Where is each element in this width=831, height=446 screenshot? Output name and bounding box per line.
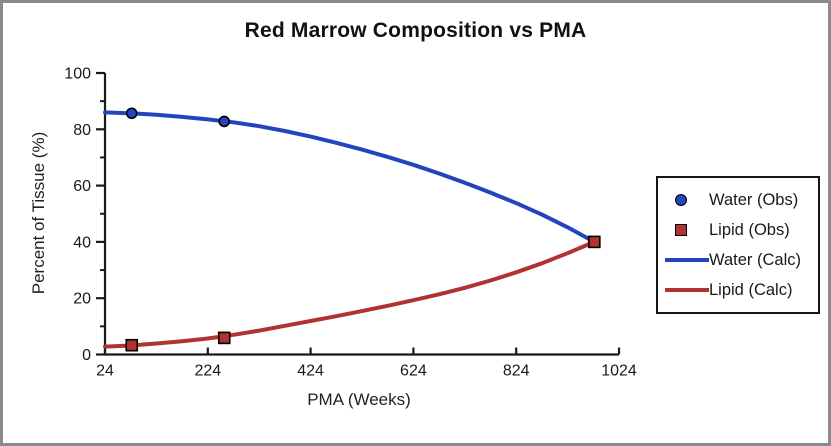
lipid-calc-line <box>103 239 597 349</box>
legend-swatch-zone <box>664 224 709 236</box>
legend-item-lipid-obs: Lipid (Obs) <box>664 215 812 245</box>
water-obs-marker <box>125 107 138 120</box>
legend-label: Water (Calc) <box>709 250 801 269</box>
y-tick-label: 0 <box>82 347 91 364</box>
lipid-obs-marker <box>588 235 601 249</box>
legend-item-lipid-calc: Lipid (Calc) <box>664 275 812 305</box>
legend-item-water-obs: Water (Obs) <box>664 185 812 215</box>
legend-swatch-zone <box>664 287 709 293</box>
legend-swatch-zone <box>664 257 709 263</box>
chart-canvas: 0 20 40 60 80 100 24 224 424 624 824 1024 <box>64 66 637 380</box>
legend-swatch-square <box>675 224 687 236</box>
x-tick-label: 824 <box>503 363 530 380</box>
legend-label: Lipid (Calc) <box>709 280 793 299</box>
y-tick-label: 40 <box>73 234 91 251</box>
x-tick-label: 24 <box>96 363 114 380</box>
legend-swatch-circle <box>675 194 687 206</box>
x-tick-label: 424 <box>297 363 324 380</box>
legend-swatch-zone <box>664 194 709 206</box>
water-obs-marker <box>218 115 231 128</box>
x-tick-label: 224 <box>194 363 221 380</box>
chart-title: Red Marrow Composition vs PMA <box>244 19 587 42</box>
x-tick-label: 624 <box>400 363 427 380</box>
lipid-obs-marker <box>217 331 231 345</box>
legend-label: Lipid (Obs) <box>709 220 790 239</box>
y-tick-label: 20 <box>73 291 91 308</box>
legend-swatch-line <box>665 287 709 293</box>
legend: Water (Obs) Lipid (Obs) Water (Calc) Lipid … <box>656 176 820 314</box>
legend-swatch-line <box>665 257 709 263</box>
water-calc-line <box>103 110 597 244</box>
y-tick-label: 80 <box>73 122 91 139</box>
legend-label: Water (Obs) <box>709 190 799 209</box>
y-tick-label: 60 <box>73 178 91 195</box>
x-axis-title: PMA (Weeks) <box>307 390 411 409</box>
lipid-obs-marker <box>125 338 139 352</box>
x-tick-label: 1024 <box>601 363 637 380</box>
legend-item-water-calc: Water (Calc) <box>664 245 812 275</box>
y-tick-label: 100 <box>64 66 91 83</box>
